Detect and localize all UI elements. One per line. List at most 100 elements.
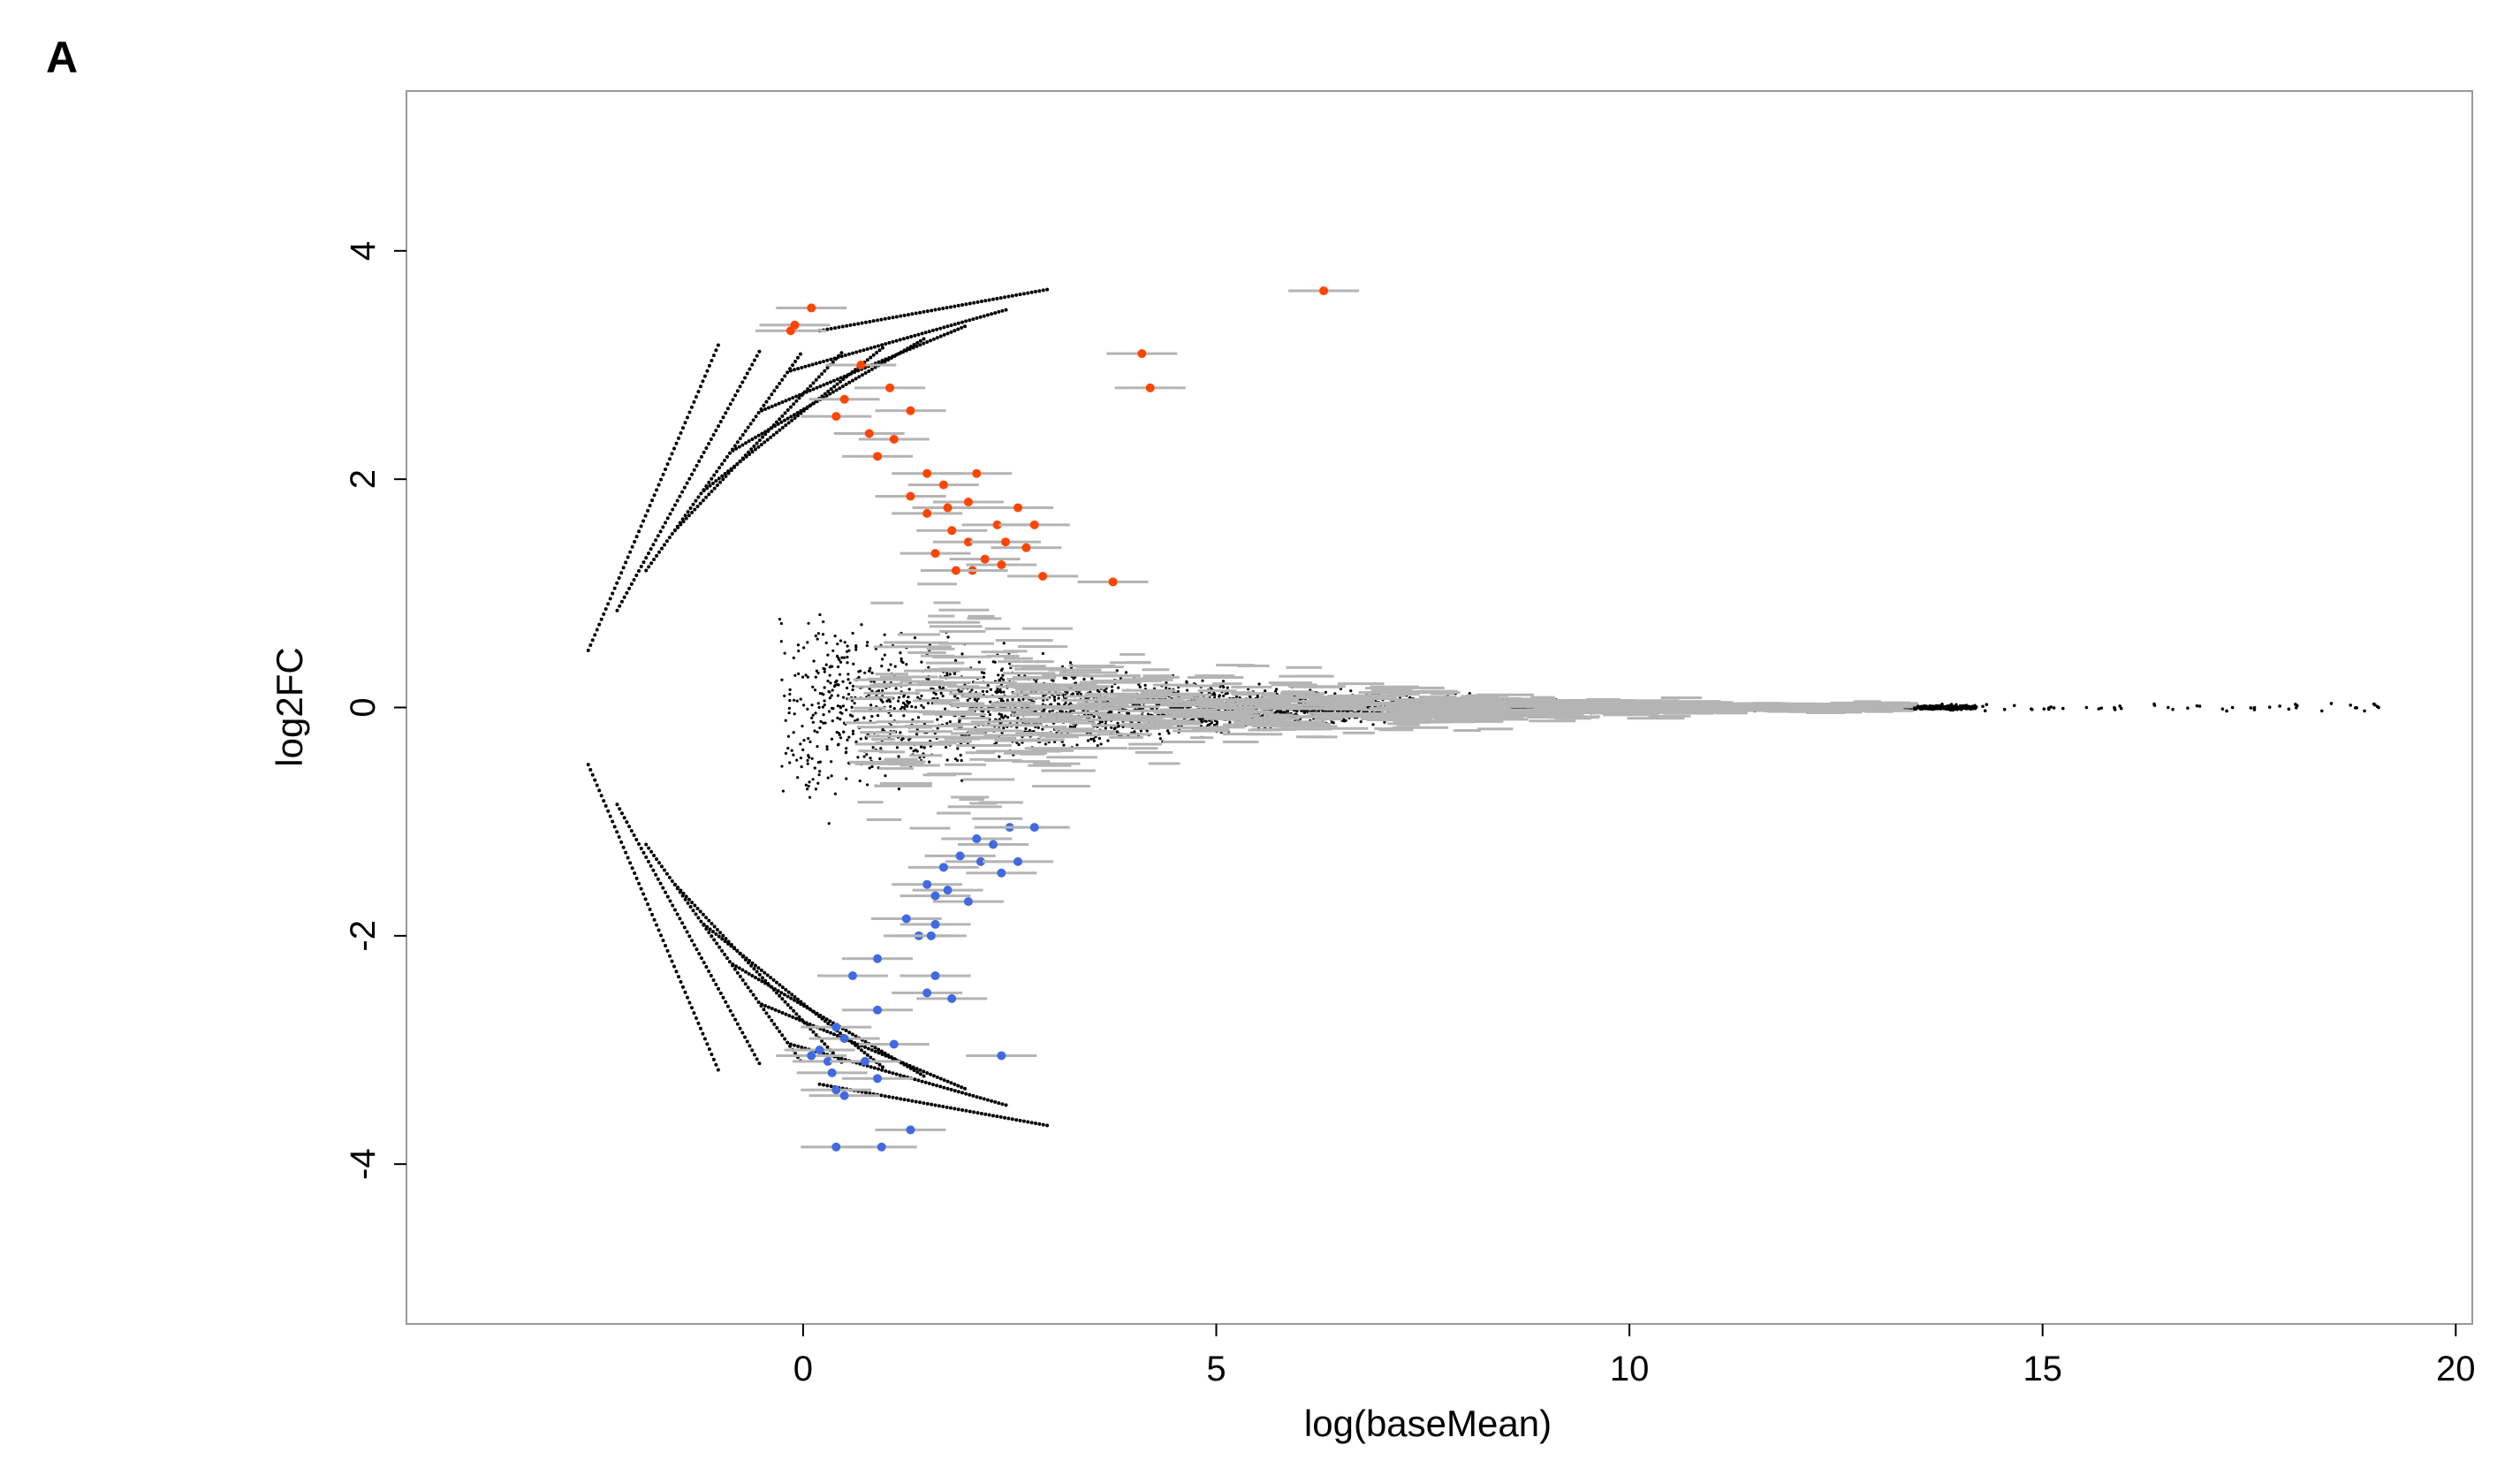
gene-point: [750, 961, 755, 965]
gene-point: [899, 651, 902, 655]
gene-point: [773, 1008, 778, 1012]
gene-point: [626, 555, 630, 559]
gene-point: [840, 324, 845, 329]
gene-point: [746, 425, 750, 430]
gene-point: [716, 1068, 720, 1072]
gene-point: [670, 452, 674, 456]
gene-point: [963, 1086, 968, 1091]
gene-point: [839, 718, 842, 721]
gene-point: [699, 491, 703, 496]
gene-point: [1037, 1122, 1042, 1126]
gene-point: [778, 381, 782, 385]
gene-point: [998, 678, 1001, 681]
gene-point: [643, 897, 648, 901]
gene-point: [846, 692, 851, 696]
gene-point: [750, 450, 755, 454]
gene-point: [899, 659, 903, 663]
gene-point: [804, 673, 808, 677]
gene-point: [732, 947, 736, 951]
gene-point: [830, 774, 833, 778]
gene-point: [788, 761, 792, 764]
gene-point: [619, 811, 624, 816]
gene-point: [953, 322, 957, 326]
gene-point: [960, 652, 964, 656]
gene-point: [938, 1076, 943, 1081]
gene-point: [942, 332, 946, 337]
gene-point: [945, 306, 949, 310]
gene-point: [941, 306, 945, 310]
gene-point: [840, 711, 844, 715]
gene-point: [945, 758, 949, 762]
gene-point: [622, 816, 626, 820]
gene-point: [914, 705, 917, 709]
gene-point: [998, 688, 1002, 692]
gene-point: [1274, 688, 1279, 691]
gene-point: [721, 995, 725, 1000]
panel-label: A: [46, 33, 79, 82]
gene-point: [884, 342, 888, 346]
gene-point: [796, 643, 801, 647]
gene-point: [1041, 651, 1045, 656]
gene-point: [922, 341, 926, 346]
gene-point: [796, 367, 801, 371]
gene-point: [760, 408, 764, 413]
gene-point: [625, 820, 629, 825]
gene-point: [767, 1015, 771, 1019]
gene-point: [710, 934, 714, 939]
gene-point: [930, 308, 934, 313]
gene-point: [808, 1008, 813, 1012]
gene-point: [814, 787, 818, 791]
gene-point: [829, 1084, 833, 1089]
gene-point: [830, 737, 834, 741]
gene-point: [998, 1114, 1003, 1119]
gene-point: [744, 956, 748, 961]
gene-point: [618, 807, 622, 811]
gene-point: [593, 778, 597, 782]
gene-point: [884, 1069, 888, 1073]
gene-point: [760, 979, 764, 984]
gene-point: [773, 403, 778, 407]
gene-point: [945, 1079, 950, 1084]
gene-point: [900, 1061, 905, 1065]
gene-point: [937, 1104, 941, 1108]
gene-point: [1264, 688, 1267, 693]
gene-point: [1001, 673, 1005, 677]
gene-point: [656, 534, 660, 538]
gene-point: [1333, 692, 1337, 696]
gene-point: [987, 710, 991, 713]
gene-point: [695, 505, 700, 509]
gene-point: [754, 415, 758, 419]
gene-point: [794, 1012, 799, 1016]
gene-point: [738, 951, 742, 955]
gene-point: [824, 393, 829, 398]
gene-point: [818, 726, 822, 730]
gene-point: [621, 566, 626, 570]
gene-point: [664, 944, 668, 948]
gene-point: [814, 1033, 818, 1038]
gene-point: [801, 392, 805, 396]
gene-point: [865, 783, 869, 787]
gene-point: [682, 925, 687, 930]
gene-point: [865, 346, 869, 351]
gene-point: [615, 608, 619, 612]
gene-point: [784, 987, 788, 992]
gene-point: [692, 399, 696, 404]
gene-point: [710, 489, 714, 493]
gene-point: [938, 1084, 943, 1089]
gene-point: [995, 296, 999, 300]
gene-point: [1033, 1122, 1037, 1126]
gene-point: [725, 454, 730, 459]
gene-point: [775, 1026, 779, 1031]
gene-point: [806, 762, 809, 765]
gene-point: [759, 443, 763, 447]
gene-point: [754, 435, 758, 439]
gene-point: [648, 503, 652, 507]
gene-point: [825, 748, 829, 751]
gene-point: [680, 921, 685, 925]
gene-point: [1053, 698, 1057, 702]
gene-point: [934, 692, 937, 696]
gene-point: [632, 577, 636, 582]
gene-point: [779, 991, 784, 995]
gene-point: [588, 767, 593, 772]
